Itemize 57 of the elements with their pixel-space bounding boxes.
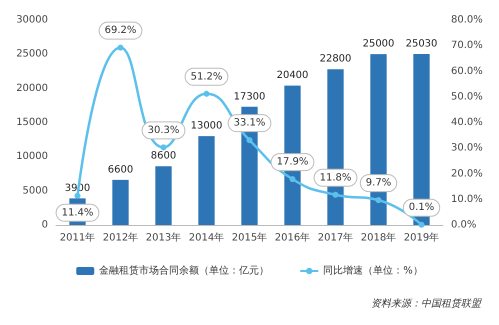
y-tick-label: 0 <box>42 220 48 230</box>
data-label: 0.1% <box>408 202 434 214</box>
data-label: 6600 <box>108 164 134 176</box>
y2-tick-label: 30.0% <box>451 142 483 154</box>
text: 资料来源：中国租赁联盟 <box>371 298 482 310</box>
point <box>246 137 252 144</box>
y2-tick-label: 50.0% <box>451 91 483 102</box>
data-label: 17300 <box>234 91 266 102</box>
legend-label: 同比增速（单位：%） <box>323 264 423 276</box>
data-label: 20400 <box>276 70 308 82</box>
y2-tick-label: 0.0% <box>451 220 476 230</box>
y2-tick-label: 80.0% <box>451 14 483 26</box>
y2-tick-label: 70.0% <box>451 40 483 52</box>
data-label: 8600 <box>150 150 176 162</box>
x-tick-label: 2011年 <box>60 232 96 244</box>
data-label: 22800 <box>320 54 352 65</box>
x-tick-label: 2015年 <box>232 232 268 244</box>
point <box>376 197 382 204</box>
point <box>204 90 210 97</box>
bar <box>112 180 129 225</box>
x-tick-label: 2016年 <box>274 232 310 244</box>
x-tick-label: 2012年 <box>102 232 138 244</box>
x-tick-label: 2014年 <box>188 232 224 244</box>
bar <box>198 136 215 225</box>
data-label: 25030 <box>406 38 438 50</box>
y2-tick-label: 20.0% <box>451 168 483 180</box>
data-label: 9.7% <box>366 178 392 189</box>
y2-tick-label: 10.0% <box>451 194 483 205</box>
point <box>160 144 166 150</box>
data-label: 69.2% <box>104 25 136 36</box>
point <box>332 192 338 198</box>
data-label: 51.2% <box>190 71 222 82</box>
legend-label: 金融租赁市场合同余额（单位：亿元） <box>99 264 270 276</box>
data-label: 11.8% <box>320 172 352 184</box>
y-tick-label: 20000 <box>16 82 48 94</box>
y-tick-label: 5000 <box>22 185 48 196</box>
data-label: 11.4% <box>62 207 94 218</box>
x-tick-label: 2018年 <box>360 232 396 244</box>
point <box>118 44 124 51</box>
x-tick-label: 2013年 <box>146 232 182 244</box>
x-tick-label: 2017年 <box>318 232 354 244</box>
y2-tick-label: 40.0% <box>451 117 483 128</box>
data-label: 25000 <box>362 38 394 50</box>
point <box>290 176 296 182</box>
point <box>74 192 80 199</box>
data-label: 33.1% <box>234 118 266 129</box>
data-label: 30.3% <box>148 124 180 136</box>
data-label: 13000 <box>190 120 222 132</box>
y-tick-label: 10000 <box>16 151 48 162</box>
y-tick-label: 25000 <box>16 48 48 60</box>
point <box>418 222 424 228</box>
y-tick-label: 30000 <box>16 14 48 26</box>
data-label: 17.9% <box>276 156 308 168</box>
x-tick-label: 2019年 <box>404 232 440 244</box>
bar <box>155 166 172 225</box>
y2-tick-label: 60.0% <box>451 66 483 77</box>
y-tick-label: 15000 <box>16 117 48 128</box>
